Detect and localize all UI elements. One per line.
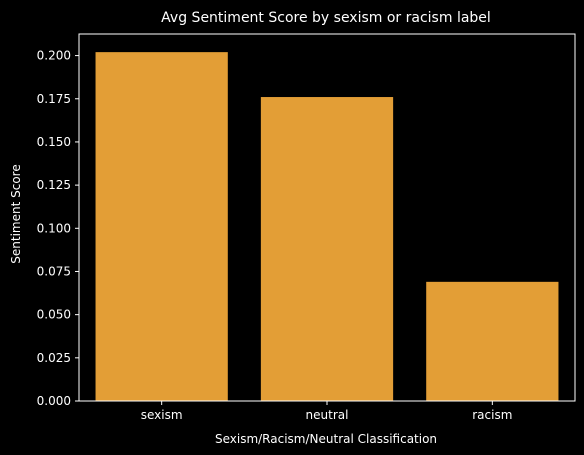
y-tick-label: 0.000 (37, 394, 71, 408)
chart-title: Avg Sentiment Score by sexism or racism … (161, 10, 491, 26)
x-axis-label: Sexism/Racism/Neutral Classification (215, 432, 437, 446)
y-tick-label: 0.025 (37, 351, 71, 365)
bar-sexism (95, 52, 228, 401)
plot-frame (78, 33, 576, 402)
bar-racism (426, 281, 559, 401)
bars-group (95, 52, 559, 401)
y-tick-label: 0.200 (37, 49, 71, 63)
y-axis-ticks: 0.000 0.025 0.050 0.075 0.100 0.125 0.150 0.175… (37, 49, 79, 408)
y-tick-label: 0.150 (37, 135, 71, 149)
y-axis-label: Sentiment Score (9, 164, 23, 263)
x-tick-label-sexism: sexism (141, 408, 183, 422)
x-axis-ticks: sexism neutral racism (141, 401, 512, 422)
x-tick-label-neutral: neutral (306, 408, 349, 422)
bar-neutral (260, 97, 394, 401)
y-tick-label: 0.075 (37, 264, 71, 278)
y-tick-label: 0.175 (37, 92, 71, 106)
y-tick-label: 0.125 (37, 178, 71, 192)
x-tick-label-racism: racism (472, 408, 512, 422)
y-tick-label: 0.050 (37, 308, 71, 322)
y-tick-label: 0.100 (37, 221, 71, 235)
